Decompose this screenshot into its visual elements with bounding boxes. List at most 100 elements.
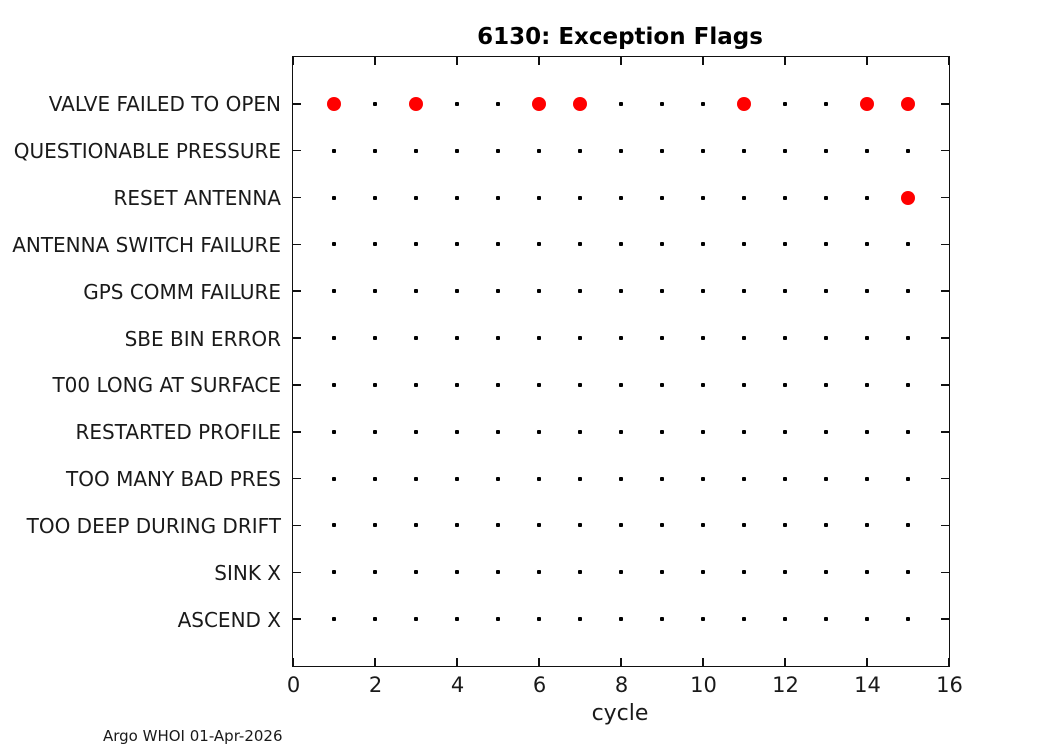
data-point-no-flag [906,148,910,153]
x-tick-mark [456,658,458,666]
data-point-no-flag [824,523,828,528]
data-point-no-flag [455,242,459,247]
data-point-no-flag [496,429,500,434]
data-point-no-flag [619,429,623,434]
data-point-no-flag [578,195,582,200]
data-point-no-flag [701,570,705,575]
data-point-no-flag [824,242,828,247]
data-point-no-flag [906,336,910,341]
y-tick-mark [941,103,949,105]
data-point-no-flag [578,382,582,387]
data-point-no-flag [537,429,541,434]
x-tick-mark [374,57,376,65]
data-point-no-flag [496,336,500,341]
data-point-no-flag [332,476,336,481]
y-tick-mark [293,196,301,199]
data-point-no-flag [373,570,377,575]
data-point-no-flag [742,617,746,622]
data-point-no-flag [742,336,746,341]
data-point-no-flag [783,336,787,341]
x-tick-mark [866,57,868,65]
y-tick-mark [293,384,301,386]
data-point-no-flag [865,429,869,434]
data-point-no-flag [865,382,869,387]
y-tick-mark [941,524,949,527]
data-point-exception [901,190,915,205]
x-tick-mark [702,57,704,65]
data-point-no-flag [783,101,787,106]
data-point-no-flag [455,429,459,434]
data-point-no-flag [619,476,623,481]
x-tick-mark [292,57,294,65]
data-point-no-flag [496,570,500,575]
data-point-no-flag [455,289,459,294]
data-point-no-flag [537,476,541,481]
data-point-no-flag [906,382,910,387]
data-point-no-flag [578,148,582,153]
data-point-no-flag [742,570,746,575]
data-point-no-flag [496,523,500,528]
y-tick-mark [293,477,301,480]
data-point-no-flag [496,101,500,106]
data-point-no-flag [783,242,787,247]
y-category-label: T00 LONG AT SURFACE [52,373,281,398]
data-point-no-flag [865,617,869,622]
data-point-exception [573,96,587,111]
data-point-no-flag [742,523,746,528]
data-point-no-flag [783,429,787,434]
data-point-no-flag [455,148,459,153]
data-point-no-flag [824,101,828,106]
data-point-no-flag [742,195,746,200]
x-tick-label: 14 [854,673,881,697]
data-point-no-flag [373,148,377,153]
data-point-no-flag [455,617,459,622]
y-category-label: TOO MANY BAD PRES [66,467,281,492]
data-point-no-flag [414,429,418,434]
y-tick-mark [941,384,949,386]
y-category-label: VALVE FAILED TO OPEN [48,92,281,117]
data-point-no-flag [701,195,705,200]
y-tick-mark [293,337,301,339]
x-tick-mark [374,658,376,666]
y-category-label: ASCEND X [177,607,281,632]
data-point-no-flag [496,289,500,294]
data-point-no-flag [742,148,746,153]
data-point-no-flag [332,570,336,575]
data-point-no-flag [865,148,869,153]
data-point-no-flag [496,242,500,247]
data-point-no-flag [783,195,787,200]
x-tick-label: 4 [450,673,465,697]
data-point-no-flag [906,289,910,294]
y-tick-mark [293,149,301,152]
y-tick-mark [293,571,301,574]
data-point-no-flag [824,289,828,294]
data-point-no-flag [742,476,746,481]
data-point-no-flag [742,429,746,434]
x-tick-mark [538,57,540,65]
data-point-no-flag [865,242,869,247]
y-category-label: TOO DEEP DURING DRIFT [26,513,281,538]
data-point-no-flag [537,336,541,341]
plot-area [292,56,950,667]
data-point-exception [409,96,423,111]
data-point-no-flag [824,148,828,153]
data-point-no-flag [783,523,787,528]
y-tick-mark [941,431,949,433]
x-tick-label: 8 [614,673,629,697]
data-point-no-flag [660,195,664,200]
data-point-no-flag [783,476,787,481]
data-point-no-flag [701,382,705,387]
data-point-no-flag [619,101,623,106]
data-point-no-flag [906,242,910,247]
data-point-no-flag [701,429,705,434]
x-tick-label: 12 [772,673,799,697]
data-point-no-flag [783,382,787,387]
x-tick-mark [620,57,622,65]
data-point-no-flag [373,476,377,481]
data-point-no-flag [619,336,623,341]
y-category-label: QUESTIONABLE PRESSURE [13,139,281,164]
data-point-no-flag [906,476,910,481]
data-point-no-flag [537,570,541,575]
data-point-no-flag [414,242,418,247]
data-point-exception [737,96,751,111]
